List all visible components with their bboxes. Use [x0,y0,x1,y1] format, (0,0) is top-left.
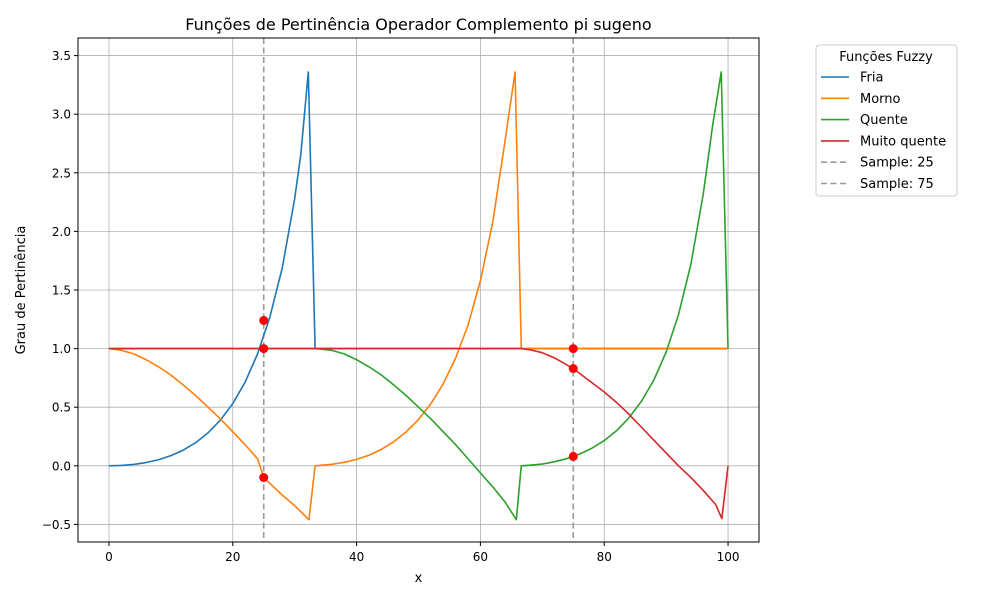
x-axis-ticks: 0 20 40 60 80 100 [105,542,739,564]
legend-label: Muito quente [860,134,946,149]
x-tick-label: 40 [349,550,364,564]
series-line [108,347,729,520]
legend-label: Quente [860,113,908,128]
sample-marker [259,315,269,325]
legend-label: Fria [860,71,883,86]
y-tick-label: 2.0 [52,225,71,239]
legend-label: Morno [860,92,901,107]
series-line [108,71,729,521]
legend-label: Sample: 75 [860,177,934,192]
chart-title: Funções de Pertinência Operador Compleme… [185,15,651,34]
y-tick-label: 1.5 [52,284,71,298]
y-tick-label: 0.5 [52,401,71,415]
series-line [108,71,729,521]
y-tick-label: 2.5 [52,166,71,180]
legend-items: Fria Morno Quente Muito quente Sample: 25 Sam… [821,71,946,192]
legend-box [815,44,958,197]
y-tick-label: 1.0 [52,342,71,356]
sample-marker [259,473,269,483]
sample-marker [568,364,578,374]
legend-title: Funções Fuzzy [839,50,933,65]
legend-label: Sample: 25 [860,156,934,171]
x-axis-label: x [415,571,423,586]
y-tick-label: 3.0 [52,108,71,122]
legend: Funções Fuzzy Fria Morno Quente Muito quent… [815,44,958,197]
y-tick-label: 0.0 [52,459,71,473]
y-tick-label: −0.5 [42,518,71,532]
sample-marker [568,451,578,461]
x-tick-label: 0 [105,550,113,564]
x-tick-label: 20 [225,550,240,564]
x-tick-label: 80 [597,550,612,564]
series-lines [108,71,729,521]
x-tick-label: 100 [717,550,740,564]
sample-markers [259,315,578,483]
x-tick-label: 60 [473,550,488,564]
sample-marker [568,344,578,354]
y-tick-label: 3.5 [52,49,71,63]
y-axis-ticks: −0.5 0.0 0.5 1.0 1.5 2.0 2.5 3.0 3.5 [42,49,78,532]
y-axis-label: Grau de Pertinência [14,226,29,355]
sample-marker [259,344,269,354]
